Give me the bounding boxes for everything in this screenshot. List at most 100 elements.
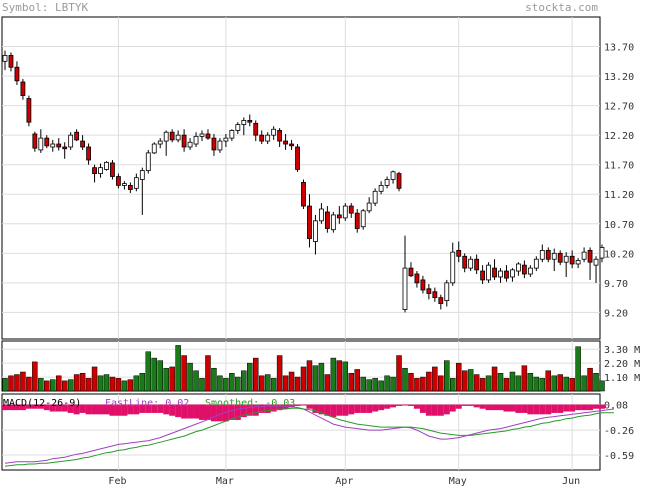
macd-histogram-bar bbox=[43, 404, 50, 411]
macd-histogram-bar bbox=[294, 404, 301, 406]
macd-smoothed-line bbox=[4, 407, 614, 467]
macd-histogram-bar bbox=[199, 404, 206, 420]
macd-histogram-bar bbox=[360, 404, 367, 413]
macd-histogram-bar bbox=[13, 404, 20, 411]
candle-body bbox=[205, 133, 211, 139]
candle-body bbox=[313, 220, 318, 242]
volume-bar bbox=[539, 378, 546, 392]
volume-bar bbox=[2, 378, 8, 392]
candle-body bbox=[450, 251, 456, 284]
macd-histogram-bar bbox=[473, 404, 480, 408]
macd-histogram-bar bbox=[49, 404, 56, 412]
macd-histogram-bar bbox=[413, 404, 420, 409]
symbol-label: Symbol: LBTYK bbox=[2, 1, 89, 14]
volume-bar bbox=[360, 376, 366, 392]
volume-bar bbox=[217, 375, 223, 392]
volume-bar bbox=[414, 378, 420, 392]
candle-body bbox=[432, 291, 438, 299]
macd-histogram-bar bbox=[175, 404, 182, 418]
volume-bar bbox=[109, 376, 116, 392]
volume-bar bbox=[563, 376, 569, 392]
price-tick-label: 10.70 bbox=[604, 220, 634, 231]
volume-bar bbox=[175, 345, 181, 392]
candle-body bbox=[408, 267, 414, 277]
volume-bar bbox=[467, 369, 474, 392]
volume-bar bbox=[67, 379, 74, 392]
candle-body bbox=[229, 130, 235, 139]
macd-histogram-bar bbox=[521, 404, 528, 413]
volume-bar bbox=[300, 366, 307, 392]
candle-body bbox=[533, 258, 539, 269]
candle-body bbox=[510, 269, 515, 278]
candle-body bbox=[50, 143, 56, 148]
macd-histogram-bar bbox=[372, 404, 379, 412]
macd-histogram-bar bbox=[216, 404, 223, 422]
candle-body bbox=[80, 140, 86, 148]
candle-body bbox=[86, 146, 91, 161]
candle-body bbox=[235, 124, 241, 131]
candle-body bbox=[551, 252, 557, 260]
macd-histogram-bar bbox=[431, 404, 438, 416]
macd-histogram-bar bbox=[330, 404, 337, 418]
macd-histogram-bar bbox=[258, 404, 265, 413]
price-panel: 13.70 13.20 12.70 12.20 11.70 11.20 10.70 10.20… bbox=[1, 16, 634, 340]
volume-bar bbox=[485, 375, 492, 392]
macd-histogram-bar bbox=[127, 404, 134, 415]
candle-body bbox=[354, 212, 360, 229]
candle-body bbox=[265, 134, 271, 142]
macd-histogram-bar bbox=[366, 404, 373, 413]
candle-body bbox=[336, 214, 342, 219]
volume-bar bbox=[396, 355, 402, 392]
macd-histogram-bar bbox=[157, 404, 164, 413]
volume-bar bbox=[247, 362, 253, 392]
macd-histogram-bar bbox=[19, 404, 26, 411]
candle-body bbox=[62, 146, 68, 150]
volume-bar bbox=[223, 378, 229, 392]
candle-body bbox=[211, 137, 217, 151]
macd-histogram-bar bbox=[300, 404, 307, 406]
macd-histogram-bar bbox=[318, 404, 325, 415]
volume-bar bbox=[330, 357, 337, 392]
candle-body bbox=[575, 260, 581, 265]
macd-histogram-bar bbox=[407, 404, 414, 406]
candle-body bbox=[390, 171, 396, 180]
volume-bar bbox=[229, 373, 235, 392]
candle-body bbox=[38, 137, 44, 151]
macd-panel: 0.08 -0.26 -0.59 bbox=[1, 393, 634, 471]
volume-bar bbox=[402, 367, 408, 392]
volume-bar bbox=[599, 380, 605, 392]
candle-body bbox=[145, 152, 151, 172]
volume-bar bbox=[199, 378, 205, 392]
candle-body bbox=[384, 179, 390, 186]
volume-bar bbox=[551, 375, 557, 392]
macd-histogram-bar bbox=[37, 404, 44, 409]
macd-histogram-bar bbox=[563, 404, 570, 412]
volume-bar bbox=[593, 373, 599, 392]
candle-body bbox=[504, 270, 509, 279]
price-tick-label: 10.20 bbox=[604, 249, 634, 260]
price-tick-label: 13.20 bbox=[604, 72, 634, 83]
volume-bar bbox=[252, 357, 259, 392]
candle-body bbox=[569, 255, 575, 265]
macd-histogram-bar bbox=[61, 404, 68, 412]
volume-bar bbox=[235, 376, 241, 392]
volume-bar bbox=[426, 371, 432, 392]
volume-bar bbox=[270, 378, 277, 392]
candle-body bbox=[342, 205, 348, 219]
candle-body bbox=[307, 205, 312, 239]
macd-histogram-bar bbox=[187, 404, 194, 419]
candle-body bbox=[20, 81, 26, 96]
candle-body bbox=[396, 173, 402, 189]
volume-bar bbox=[264, 374, 271, 392]
macd-histogram-bar bbox=[151, 404, 158, 413]
month-tick-label: Feb bbox=[108, 476, 126, 486]
macd-histogram-bar bbox=[419, 404, 426, 413]
macd-histogram-bar bbox=[288, 404, 295, 408]
volume-tick-label: 1.10 M bbox=[604, 373, 640, 384]
macd-histogram-bar bbox=[79, 404, 86, 413]
macd-histogram-bar bbox=[228, 404, 235, 420]
macd-histogram-bar bbox=[533, 404, 540, 415]
macd-histogram-bar bbox=[587, 404, 594, 411]
candle-body bbox=[563, 255, 569, 263]
macd-histogram-bar bbox=[139, 404, 146, 413]
